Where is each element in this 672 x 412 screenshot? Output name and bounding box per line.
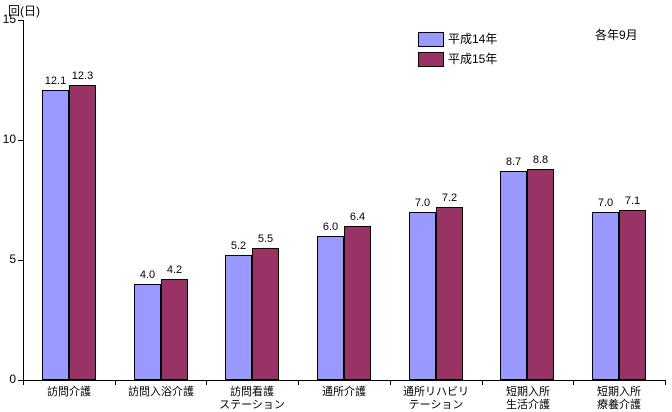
category-label: 短期入所 [506, 386, 550, 398]
bar-series-1 [592, 212, 619, 380]
category-label: 訪問看護 [230, 386, 274, 398]
legend-swatch [418, 52, 444, 67]
category-label: テーション [408, 399, 464, 411]
x-tick [23, 380, 24, 385]
bar-series-2 [69, 85, 96, 380]
bar-series-2 [436, 207, 463, 380]
value-label: 7.1 [624, 195, 641, 207]
value-label: 7.0 [414, 197, 431, 209]
value-label: 8.8 [532, 154, 549, 166]
y-axis-unit-label: 回(日) [8, 4, 40, 18]
x-tick [573, 380, 574, 385]
bar-series-2 [161, 279, 188, 380]
category-label: 通所介護 [322, 386, 366, 398]
y-tick [18, 140, 23, 141]
value-label: 4.0 [139, 269, 156, 281]
x-tick [482, 380, 483, 385]
y-tick-label: 0 [9, 372, 16, 386]
y-axis [23, 20, 24, 381]
category-label: 生活介護 [506, 399, 550, 411]
y-tick-label: 5 [9, 252, 16, 266]
legend-item: 平成15年 [418, 52, 497, 67]
x-tick [115, 380, 116, 385]
value-label: 5.5 [257, 233, 274, 245]
bar-series-1 [225, 255, 252, 380]
value-label: 8.7 [505, 156, 522, 168]
bar-series-2 [619, 210, 646, 380]
bar-series-1 [134, 284, 161, 380]
y-tick-label: 10 [2, 132, 16, 146]
bar-series-2 [252, 248, 279, 380]
bar-series-2 [527, 169, 554, 380]
category-label: ステーション [219, 399, 285, 411]
legend-swatch [418, 32, 444, 47]
category-label: 訪問入浴介護 [128, 386, 194, 398]
value-label: 12.1 [44, 75, 67, 87]
bar-series-2 [344, 226, 371, 380]
bar-series-1 [317, 236, 344, 380]
y-tick [18, 20, 23, 21]
bar-series-1 [500, 171, 527, 380]
legend: 平成14年平成15年 [418, 32, 497, 72]
bar-series-1 [42, 90, 69, 380]
category-label: 短期入所 [597, 386, 641, 398]
legend-label: 平成14年 [448, 32, 498, 46]
category-label: 訪問介護 [47, 386, 91, 398]
x-tick [665, 380, 666, 385]
value-label: 6.0 [322, 221, 339, 233]
value-label: 4.2 [166, 264, 183, 276]
y-tick [18, 260, 23, 261]
category-label: 療養介護 [597, 399, 641, 411]
x-tick [390, 380, 391, 385]
x-axis [23, 380, 666, 381]
x-tick [206, 380, 207, 385]
value-label: 7.2 [441, 192, 458, 204]
legend-label: 平成15年 [448, 52, 498, 66]
value-label: 12.3 [71, 70, 94, 82]
value-label: 5.2 [230, 240, 247, 252]
value-label: 6.4 [349, 211, 366, 223]
legend-item: 平成14年 [418, 32, 497, 47]
category-label: 通所リハビリ [403, 386, 469, 398]
y-tick [18, 380, 23, 381]
bar-series-1 [409, 212, 436, 380]
x-tick [298, 380, 299, 385]
y-tick-label: 15 [2, 12, 16, 26]
value-label: 7.0 [597, 197, 614, 209]
chart-note: 各年9月 [595, 28, 638, 42]
